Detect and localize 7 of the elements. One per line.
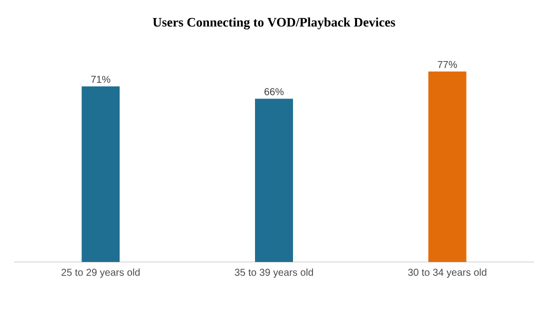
x-tick-label: 25 to 29 years old — [62, 268, 140, 278]
x-tick-label: 35 to 39 years old — [234, 268, 313, 278]
data-label: 77% — [438, 61, 457, 68]
data-label: 71% — [91, 76, 110, 83]
x-tick-label: 30 to 34 years old — [408, 268, 486, 278]
data-label: 66% — [264, 88, 284, 96]
chart-title: Users Connecting to VOD/Playback Devices — [152, 18, 396, 30]
